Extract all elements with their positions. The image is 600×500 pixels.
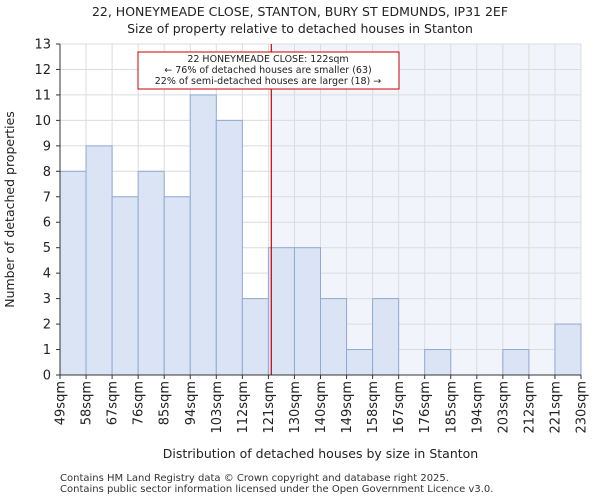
bar-176sqm <box>424 349 452 376</box>
x-tick-label: 85sqm <box>158 381 173 425</box>
bar-67sqm <box>111 196 139 376</box>
x-tick-label: 194sqm <box>470 381 485 434</box>
bar-158sqm <box>372 298 400 376</box>
bar-103sqm <box>215 119 243 376</box>
footer-copyright: Contains HM Land Registry data © Crown c… <box>60 473 449 484</box>
bar-76sqm <box>137 170 165 376</box>
x-tick-label: 76sqm <box>132 381 147 425</box>
x-tick-label: 49sqm <box>54 381 69 425</box>
y-tick-label: 6 <box>43 216 51 231</box>
annotation-line-2: ← 76% of detached houses are smaller (63… <box>164 65 371 76</box>
x-tick-label: 67sqm <box>106 381 121 425</box>
x-tick-label: 221sqm <box>548 381 563 434</box>
x-tick-label: 130sqm <box>288 381 303 434</box>
chart-subtitle: Size of property relative to detached ho… <box>127 21 473 36</box>
y-tick-label: 8 <box>43 165 51 180</box>
x-tick-label: 94sqm <box>184 381 199 425</box>
bar-85sqm <box>163 196 191 376</box>
y-tick-label: 13 <box>34 38 51 53</box>
x-tick-label: 121sqm <box>262 381 277 434</box>
annotation-box: 22 HONEYMEADE CLOSE: 122sqm ← 76% of det… <box>137 51 400 90</box>
x-tick-label: 212sqm <box>522 381 537 434</box>
y-tick-label: 4 <box>43 267 51 282</box>
x-tick-label: 58sqm <box>80 381 95 425</box>
x-axis-label: Distribution of detached houses by size … <box>163 446 478 461</box>
annotation-line-3: 22% of semi-detached houses are larger (… <box>155 76 382 87</box>
bar-112sqm <box>241 298 269 376</box>
y-tick-label: 12 <box>34 63 51 78</box>
bar-58sqm <box>85 145 113 376</box>
y-tick-label: 3 <box>43 292 51 307</box>
y-tick-label: 0 <box>43 369 51 384</box>
bar-203sqm <box>502 349 530 376</box>
x-tick-label: 203sqm <box>496 381 511 434</box>
y-tick-label: 9 <box>43 139 51 154</box>
y-tick-label: 1 <box>43 343 51 358</box>
x-tick-label: 103sqm <box>210 381 225 434</box>
x-tick-label: 140sqm <box>314 381 329 434</box>
chart-title: 22, HONEYMEADE CLOSE, STANTON, BURY ST E… <box>91 4 509 19</box>
x-tick-label: 230sqm <box>575 381 590 434</box>
x-tick-label: 112sqm <box>236 381 251 434</box>
x-tick-label: 158sqm <box>366 381 381 434</box>
x-tick-label: 167sqm <box>392 381 407 434</box>
x-tick-label: 176sqm <box>418 381 433 434</box>
y-tick-label: 10 <box>34 114 51 129</box>
bar-140sqm <box>320 298 348 376</box>
x-tick-label: 185sqm <box>444 381 459 434</box>
y-axis-label: Number of detached properties <box>2 111 17 308</box>
bar-121sqm <box>267 247 295 376</box>
annotation-line-1: 22 HONEYMEADE CLOSE: 122sqm <box>187 54 348 65</box>
y-tick-label: 11 <box>34 88 51 103</box>
y-tick-label: 2 <box>43 318 51 333</box>
y-tick-label: 5 <box>43 241 51 256</box>
bar-49sqm <box>59 170 87 376</box>
bar-221sqm <box>554 323 582 376</box>
bar-130sqm <box>293 247 322 376</box>
bar-94sqm <box>189 94 217 376</box>
footer-licence: Contains public sector information licen… <box>60 484 494 495</box>
y-tick-label: 7 <box>43 190 51 205</box>
bar-149sqm <box>346 349 374 376</box>
x-tick-label: 149sqm <box>340 381 355 434</box>
